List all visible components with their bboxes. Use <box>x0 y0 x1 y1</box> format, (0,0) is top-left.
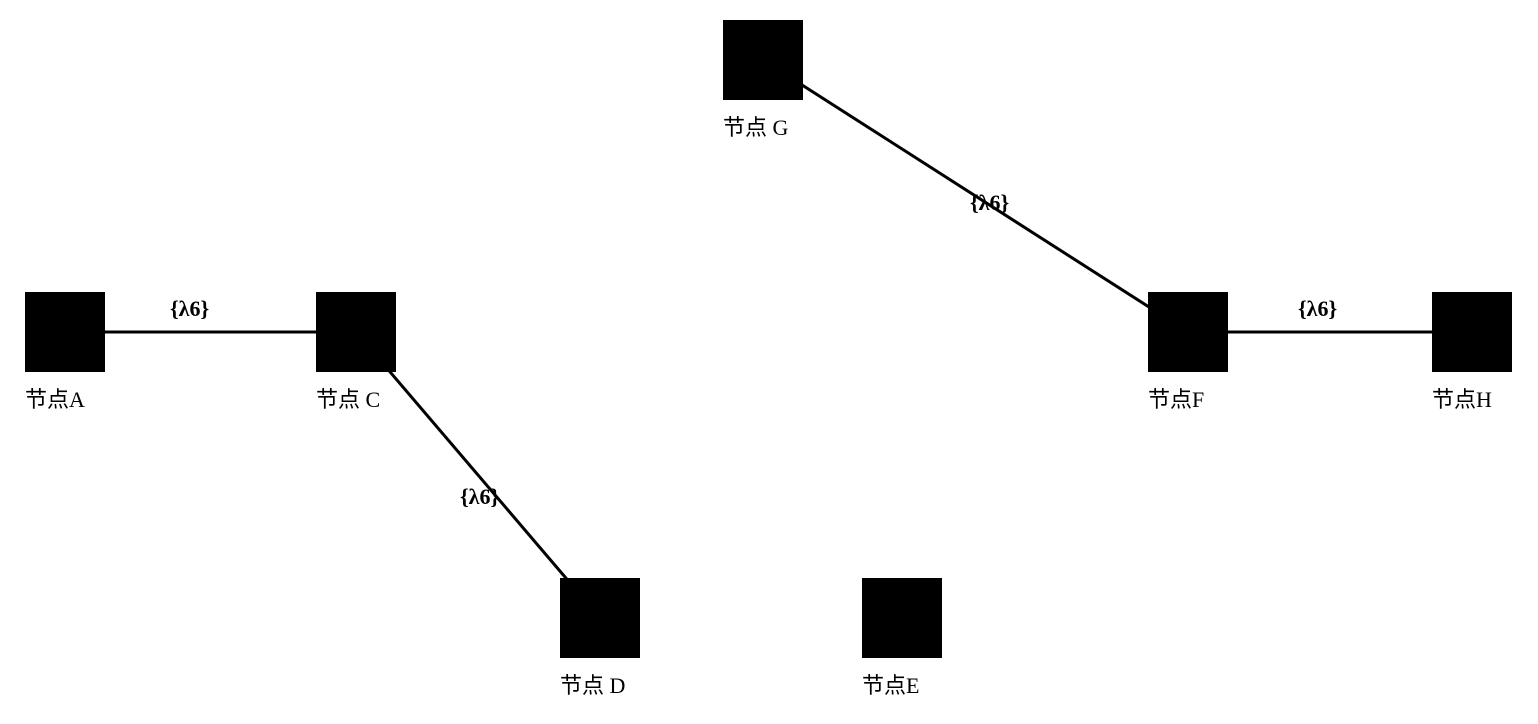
node-label-G: 节点 G <box>723 110 788 142</box>
edge-label-C-D: {λ6} <box>460 484 499 510</box>
network-diagram: {λ6} {λ6} {λ6} {λ6} 节点A 节点 C 节点 D 节点E 节点 G 节点F 节点H <box>0 0 1538 724</box>
node-label-C: 节点 C <box>316 382 380 414</box>
node-label-F: 节点F <box>1148 382 1204 414</box>
node-A <box>25 292 105 372</box>
edge-label-A-C: {λ6} <box>170 296 209 322</box>
node-F <box>1148 292 1228 372</box>
node-D <box>560 578 640 658</box>
edge-label-G-F: {λ6} <box>970 190 1009 216</box>
node-label-D: 节点 D <box>560 668 625 700</box>
node-label-A: 节点A <box>25 382 85 414</box>
node-G <box>723 20 803 100</box>
node-label-E: 节点E <box>862 668 919 700</box>
node-C <box>316 292 396 372</box>
edge-label-F-H: {λ6} <box>1298 296 1337 322</box>
node-E <box>862 578 942 658</box>
node-H <box>1432 292 1512 372</box>
node-label-H: 节点H <box>1432 382 1492 414</box>
edge-C-D <box>356 332 600 618</box>
edges-layer <box>0 0 1538 724</box>
